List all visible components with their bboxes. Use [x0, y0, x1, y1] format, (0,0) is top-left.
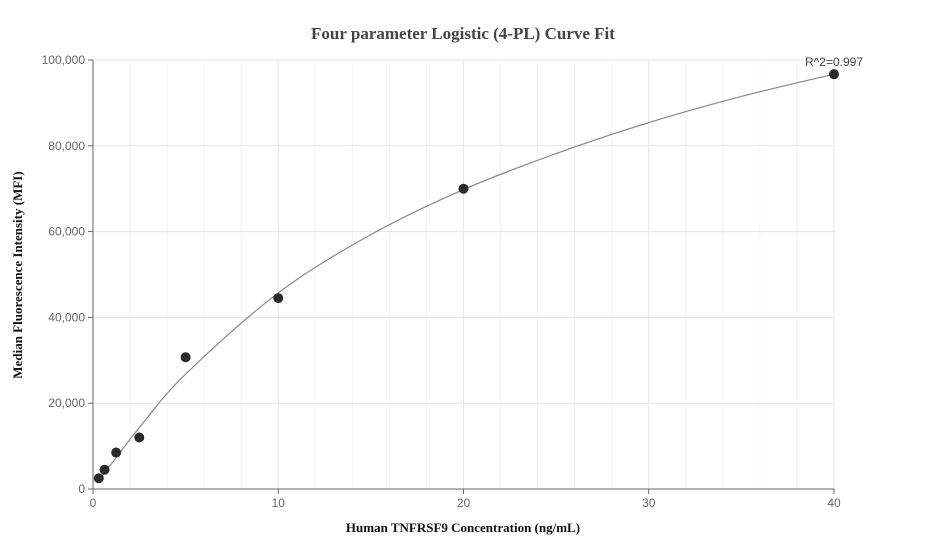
axes [88, 59, 835, 494]
x-axis-title: Human TNFRSF9 Concentration (ng/mL) [346, 520, 580, 535]
y-tick-label: 40,000 [48, 310, 85, 324]
data-points [93, 69, 839, 484]
fit-curve [98, 73, 835, 481]
data-point [134, 432, 145, 443]
x-tick-label: 40 [827, 496, 841, 510]
x-tick-label: 20 [457, 496, 471, 510]
x-tick-label: 30 [642, 496, 656, 510]
data-point [458, 183, 469, 194]
r-squared-annotation: R^2=0.997 [805, 55, 863, 69]
x-tick-label: 0 [90, 496, 97, 510]
y-tick-label: 20,000 [48, 396, 85, 410]
data-point [180, 352, 191, 363]
tick-labels: 0 10 20 30 40 0 20,000 40,000 60,000 80,000 100,00… [42, 53, 841, 510]
y-axis-title: Median Fluorescence Intensity (MFI) [10, 171, 25, 378]
x-tick-label: 10 [272, 496, 286, 510]
data-point [273, 293, 284, 304]
data-point [111, 447, 122, 458]
data-point [93, 473, 104, 484]
y-tick-label: 0 [78, 482, 85, 496]
data-point [99, 464, 110, 475]
y-tick-label: 60,000 [48, 225, 85, 239]
data-point [829, 69, 839, 80]
grid [92, 59, 835, 490]
y-tick-label: 80,000 [48, 139, 85, 153]
chart-title: Four parameter Logistic (4-PL) Curve Fit [311, 24, 615, 43]
y-tick-label: 100,000 [42, 53, 86, 67]
